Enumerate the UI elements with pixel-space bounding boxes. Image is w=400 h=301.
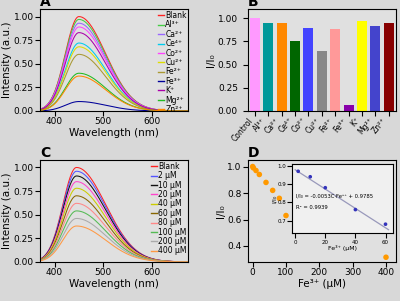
Text: D: D — [248, 146, 259, 160]
Point — [253, 168, 259, 173]
Text: A: A — [40, 0, 51, 9]
Bar — [304, 28, 314, 111]
X-axis label: Wavelength (nm): Wavelength (nm) — [69, 128, 159, 138]
Y-axis label: I/I₀: I/I₀ — [216, 204, 226, 218]
Bar — [317, 51, 327, 111]
Text: B: B — [248, 0, 258, 9]
Point — [263, 180, 269, 185]
Y-axis label: I/I₀: I/I₀ — [206, 53, 216, 67]
Point — [316, 225, 322, 230]
Bar — [290, 42, 300, 111]
X-axis label: Wavelength (nm): Wavelength (nm) — [69, 278, 159, 289]
Bar — [277, 23, 287, 111]
Y-axis label: Intensity (a.u.): Intensity (a.u.) — [2, 173, 12, 249]
Text: C: C — [40, 146, 50, 160]
X-axis label: Fe³⁺ (μM): Fe³⁺ (μM) — [298, 278, 346, 289]
Bar — [344, 105, 354, 111]
Point — [250, 166, 256, 170]
Bar — [370, 26, 380, 111]
Bar — [330, 29, 340, 111]
Y-axis label: Intensity (a.u.): Intensity (a.u.) — [2, 22, 12, 98]
Point — [383, 255, 389, 260]
Bar — [250, 18, 260, 111]
Point — [250, 164, 256, 169]
Point — [270, 188, 276, 193]
Point — [256, 172, 262, 177]
Legend: Blank, Al³⁺, Ca²⁺, Ce⁴⁺, Co²⁺, Cu²⁺, Fe²⁺, Fe³⁺, K⁺, Mg²⁺, Zn²⁺: Blank, Al³⁺, Ca²⁺, Ce⁴⁺, Co²⁺, Cu²⁺, Fe²… — [154, 8, 190, 117]
Point — [283, 213, 289, 218]
Point — [276, 196, 282, 201]
Bar — [357, 21, 367, 111]
Bar — [384, 23, 394, 111]
Legend: Blank, 2 μM, 10 μM, 20 μM, 40 μM, 60 μM, 80 μM, 100 μM, 200 μM, 400 μM: Blank, 2 μM, 10 μM, 20 μM, 40 μM, 60 μM,… — [148, 159, 190, 259]
Bar — [263, 23, 273, 111]
